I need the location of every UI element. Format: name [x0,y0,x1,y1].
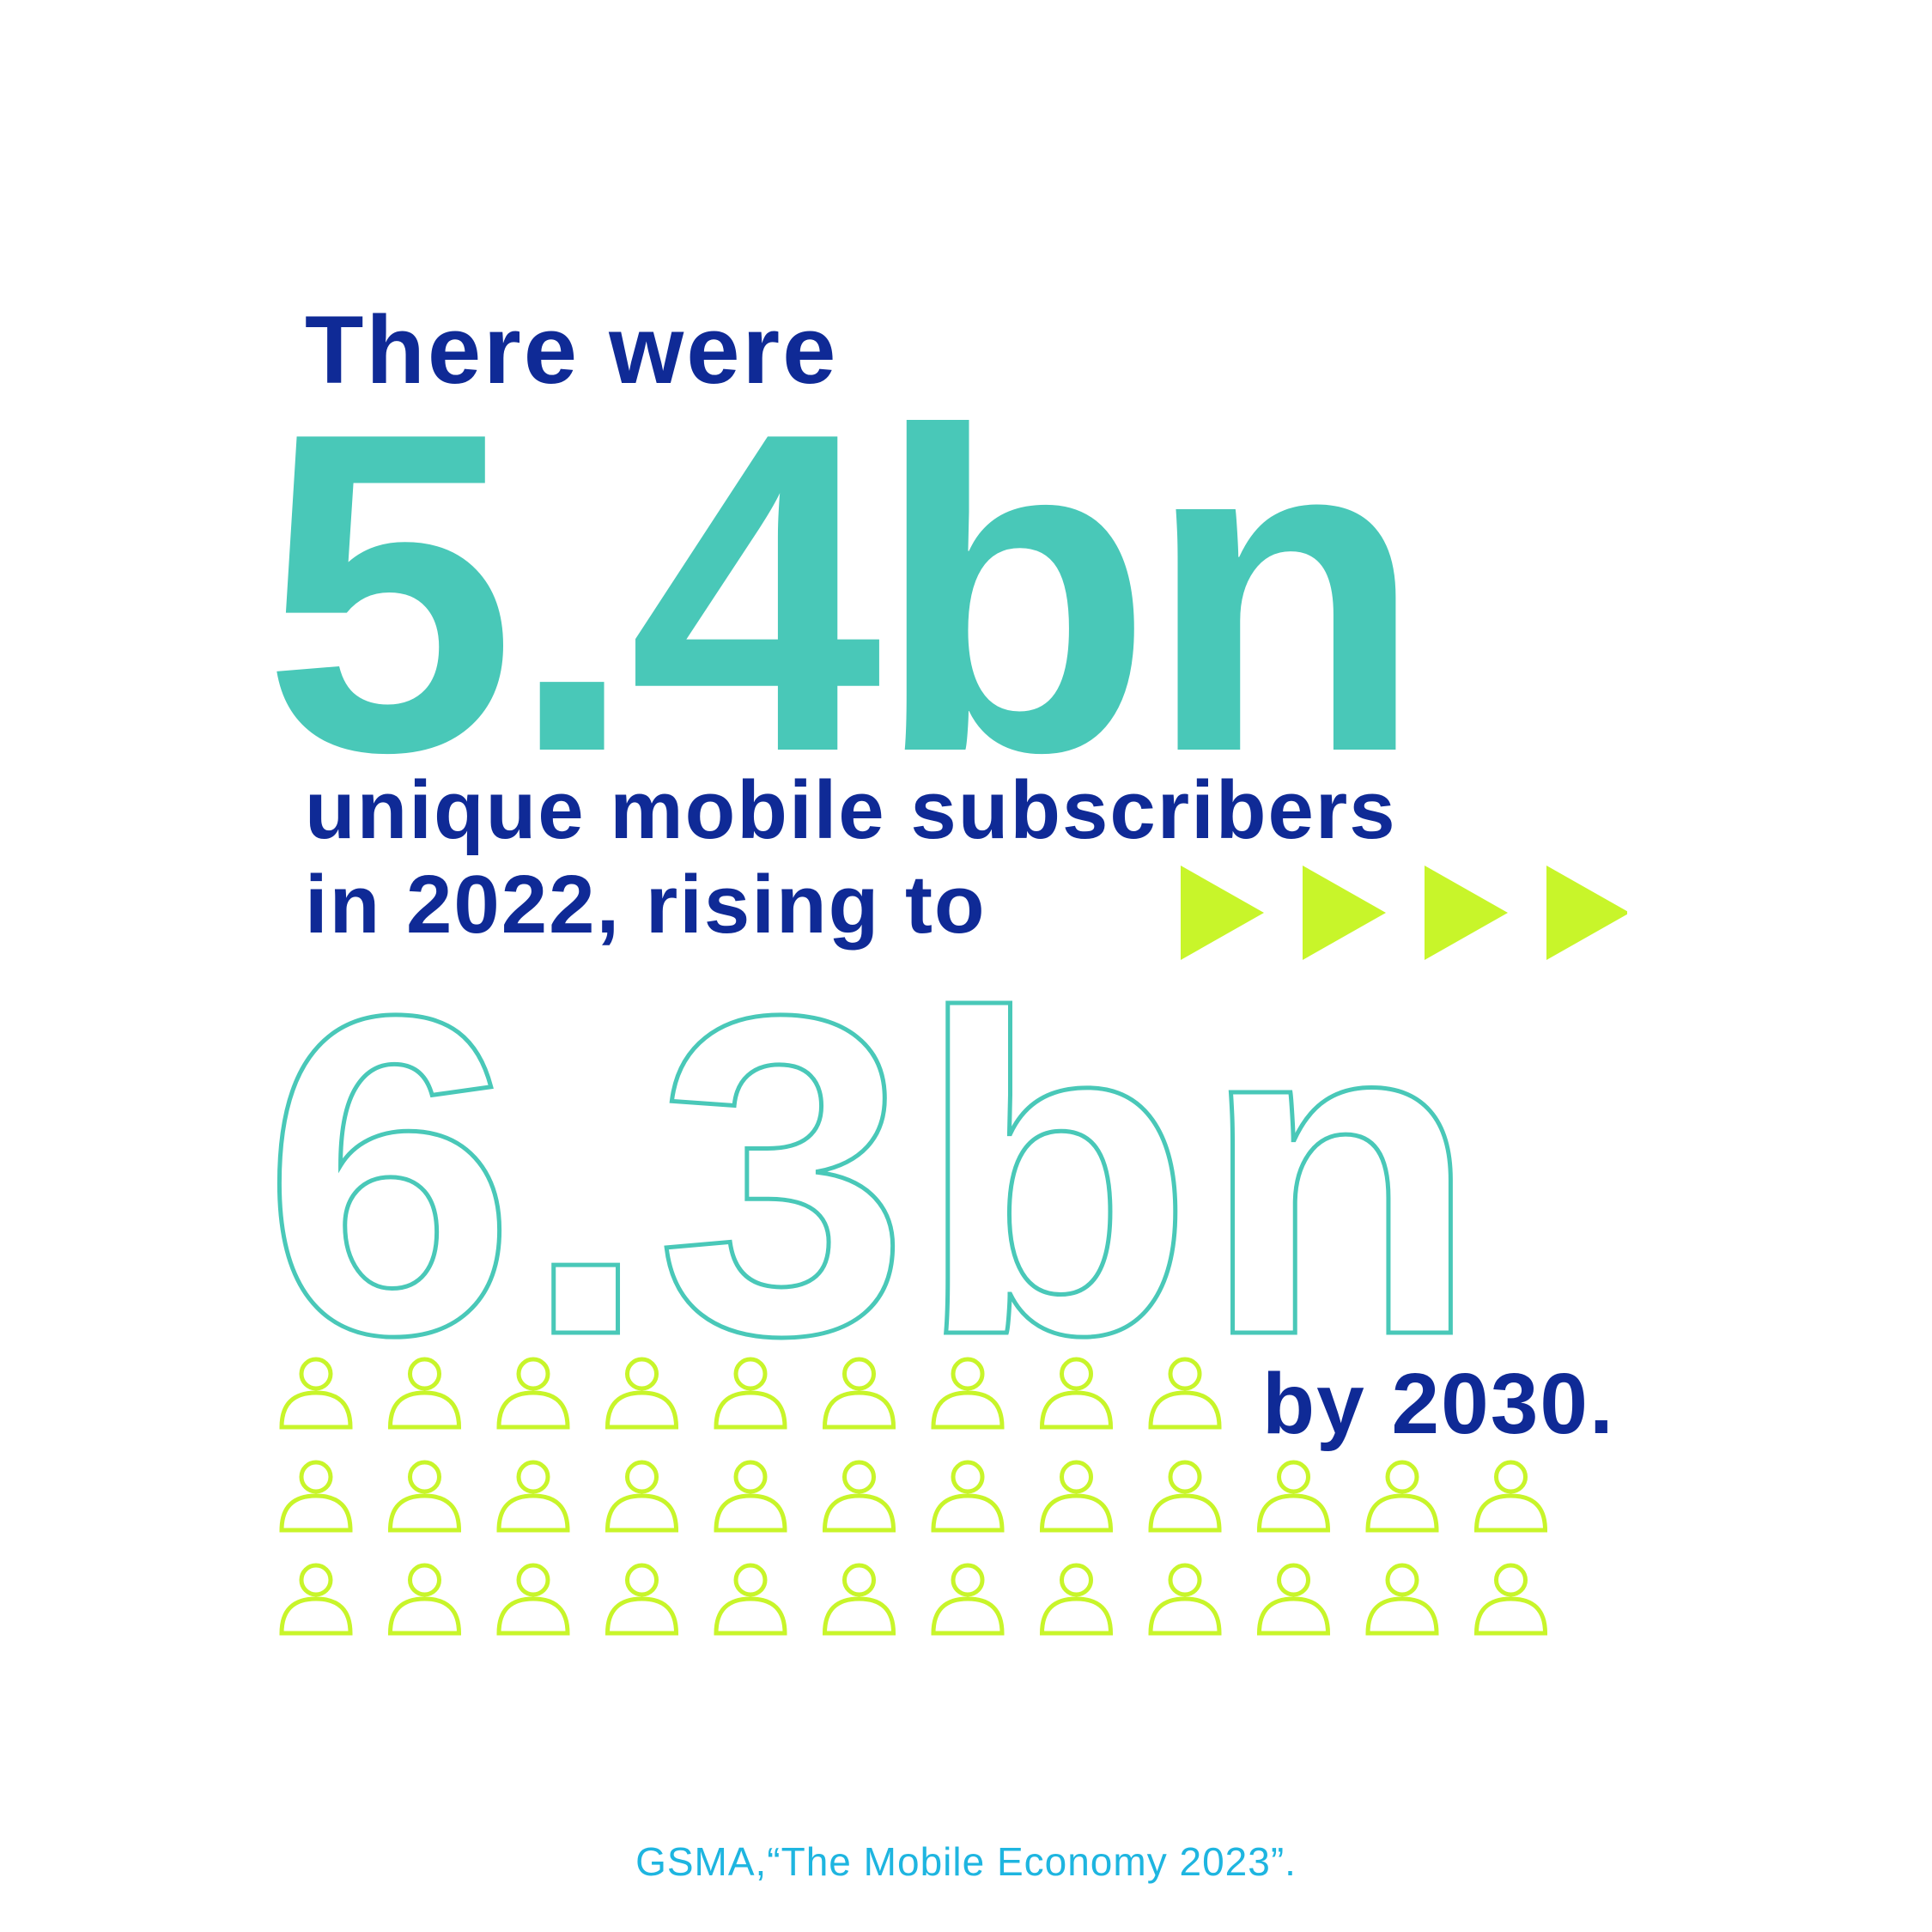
person-outline-icon [1365,1460,1439,1533]
person-outline-icon [714,1563,787,1636]
person-outline-icon [387,1563,462,1636]
person-outline-icon [931,1460,1005,1533]
arrow-group [1181,866,1627,960]
person-outline-icon [1039,1563,1114,1636]
person-outline-icon [714,1460,787,1533]
future-subscribers-figure: 6.3bn [260,921,1486,1430]
person-outline-icon [496,1563,570,1636]
person-outline-icon [605,1460,679,1533]
person-outline-icon [1365,1563,1439,1636]
person-outline-icon [822,1563,896,1636]
person-outline-icon [931,1563,1005,1636]
person-outline-icon [931,1357,1005,1430]
play-arrow-icon [1181,866,1264,960]
person-outline-icon [1039,1357,1114,1430]
person-outline-icon [387,1460,462,1533]
person-outline-icon [1148,1357,1222,1430]
person-outline-icon [605,1357,679,1430]
person-outline-icon [1148,1563,1222,1636]
person-outline-icon [387,1357,462,1430]
subline-1: unique mobile subscribers [305,764,1397,856]
person-outline-icon [605,1563,679,1636]
person-outline-icon [1039,1460,1114,1533]
person-outline-icon [1473,1563,1548,1636]
person-outline-icon [1473,1460,1548,1533]
person-outline-icon [279,1563,353,1636]
person-outline-icon [1256,1563,1331,1636]
source-citation: GSMA,“The Mobile Economy 2023”. [635,1839,1297,1884]
person-outline-icon [496,1357,570,1430]
person-outline-icon [279,1460,353,1533]
person-outline-icon [496,1460,570,1533]
person-outline-icon [822,1357,896,1430]
person-outline-icon [714,1357,787,1430]
intro-text: There were [305,296,839,404]
by-year-text: by 2030. [1262,1356,1615,1452]
play-arrow-icon [1303,866,1386,960]
current-subscribers-figure: 5.4bn [263,338,1424,847]
subline-2: in 2022, rising to [305,859,987,951]
play-arrow-icon [1546,866,1627,960]
person-outline-icon [1148,1460,1222,1533]
person-outline-icon [1256,1460,1331,1533]
person-outline-icon [279,1357,353,1430]
play-arrow-icon [1425,866,1508,960]
people-grid [279,1357,1548,1636]
person-outline-icon [822,1460,896,1533]
